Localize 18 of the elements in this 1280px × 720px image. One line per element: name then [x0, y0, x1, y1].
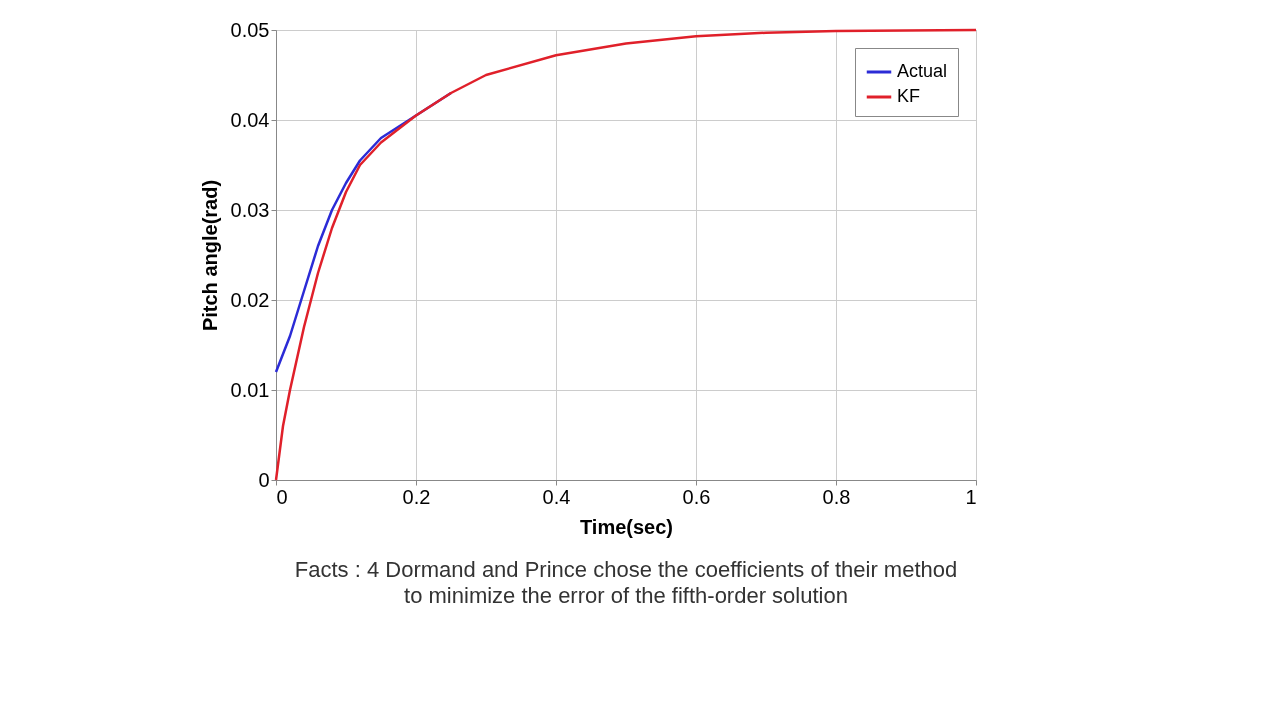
y-tick-label: 0.03: [230, 198, 270, 221]
y-tick-label: 0.02: [230, 288, 270, 311]
y-axis-title: Pitch angle(rad): [198, 179, 221, 332]
legend-label: KF: [897, 86, 921, 106]
x-tick-label: 0: [276, 485, 288, 508]
x-tick-label: 0.6: [682, 485, 711, 508]
legend-label: Actual: [897, 61, 948, 81]
line-series: [274, 28, 978, 482]
y-tick-label: 0.04: [230, 108, 270, 131]
text: Facts : 4 Dormand and Prince chose the coefficients of their method to minimize the error of the fifth-order solution: [294, 557, 958, 608]
x-tick-label: 0.4: [542, 485, 571, 508]
x-axis-title: Time(sec): [579, 515, 674, 538]
y-tick-label: 0.01: [230, 378, 270, 401]
y-tick-label: 0: [258, 468, 270, 491]
x-tick-label: 1: [965, 485, 977, 508]
x-tick-label: 0.2: [402, 485, 431, 508]
y-tick-label: 0.05: [230, 18, 270, 41]
x-tick-label: 0.8: [822, 485, 851, 508]
